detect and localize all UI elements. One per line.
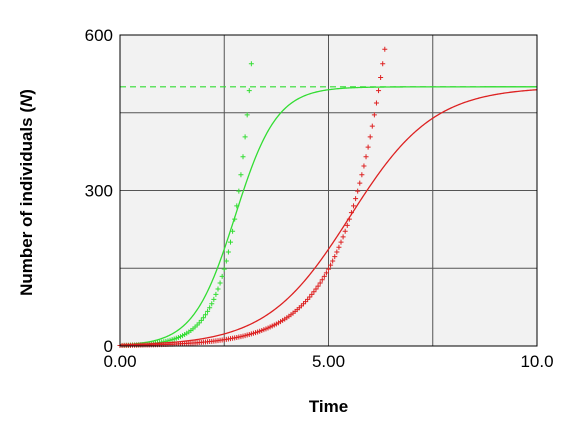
data-marker — [240, 154, 246, 160]
data-marker — [340, 234, 346, 240]
data-marker — [338, 239, 344, 245]
data-marker — [232, 216, 238, 222]
data-marker — [307, 294, 313, 300]
logistic-line — [119, 86, 537, 346]
data-marker — [344, 222, 350, 228]
data-marker — [376, 88, 382, 94]
data-marker — [217, 280, 223, 286]
y-tick-label: 0 — [104, 337, 113, 356]
data-marker — [246, 88, 252, 94]
y-tick-label: 300 — [85, 182, 113, 201]
data-marker — [202, 312, 208, 318]
data-marker — [228, 239, 234, 245]
data-marker — [336, 244, 342, 250]
data-marker — [236, 188, 242, 194]
data-marker — [353, 196, 359, 202]
data-marker — [215, 286, 221, 292]
series-layer — [117, 46, 538, 348]
frame-border — [119, 34, 538, 347]
data-marker — [200, 315, 206, 321]
logistic-curve-0 — [119, 86, 537, 346]
data-marker — [234, 203, 240, 209]
data-marker — [313, 286, 319, 292]
data-marker — [378, 74, 384, 80]
data-marker — [373, 100, 379, 106]
data-marker — [309, 291, 315, 297]
data-marker — [209, 301, 215, 307]
data-marker — [323, 270, 329, 276]
data-marker — [342, 228, 348, 234]
data-marker — [351, 203, 357, 209]
data-marker — [225, 249, 231, 255]
data-marker — [348, 210, 354, 216]
data-marker — [380, 61, 386, 67]
data-marker — [207, 305, 213, 311]
x-tick-label: 5.00 — [312, 352, 345, 371]
data-marker — [205, 308, 211, 314]
logistic-curve-2 — [119, 89, 538, 346]
data-marker — [317, 280, 323, 286]
data-marker — [371, 112, 377, 118]
data-marker — [332, 254, 338, 260]
x-tick-label: 10.0 — [520, 352, 553, 371]
data-marker — [363, 154, 369, 160]
data-marker — [311, 289, 317, 295]
data-marker — [321, 273, 327, 279]
y-tick-labels: 0 300 600 — [85, 26, 113, 356]
data-marker — [330, 258, 336, 264]
data-marker — [213, 291, 219, 297]
data-marker — [219, 273, 225, 279]
data-marker — [230, 228, 236, 234]
data-marker — [355, 188, 361, 194]
data-marker — [328, 262, 334, 268]
data-marker — [359, 172, 365, 178]
data-marker — [369, 123, 375, 129]
y-tick-label: 600 — [85, 26, 113, 45]
data-marker — [211, 296, 217, 302]
data-marker — [238, 172, 244, 178]
data-marker — [315, 283, 321, 289]
data-marker — [361, 163, 367, 169]
data-marker — [346, 216, 352, 222]
y-axis-title-end: ) — [17, 89, 36, 95]
x-axis-title: Time — [309, 397, 348, 416]
x-tick-label: 0.00 — [103, 352, 136, 371]
data-marker — [367, 134, 373, 140]
data-marker — [221, 266, 227, 272]
data-marker — [382, 46, 388, 52]
y-axis-title: Number of individuals (N) — [17, 89, 36, 296]
data-marker — [223, 258, 229, 264]
data-marker — [365, 144, 371, 150]
x-tick-labels: 0.00 5.00 10.0 — [103, 352, 553, 371]
data-marker — [319, 277, 325, 283]
y-axis-title-main: Number of individuals ( — [17, 107, 36, 296]
data-marker — [334, 249, 340, 255]
y-axis-title-variable: N — [17, 94, 36, 107]
data-marker — [357, 180, 363, 186]
data-marker — [326, 266, 331, 272]
logistic-line — [119, 89, 538, 346]
plot-frame — [119, 34, 538, 347]
data-marker — [242, 134, 248, 140]
exponential-markers-3 — [117, 46, 388, 348]
data-marker — [198, 317, 204, 323]
data-marker — [248, 61, 254, 67]
data-marker — [244, 112, 250, 118]
